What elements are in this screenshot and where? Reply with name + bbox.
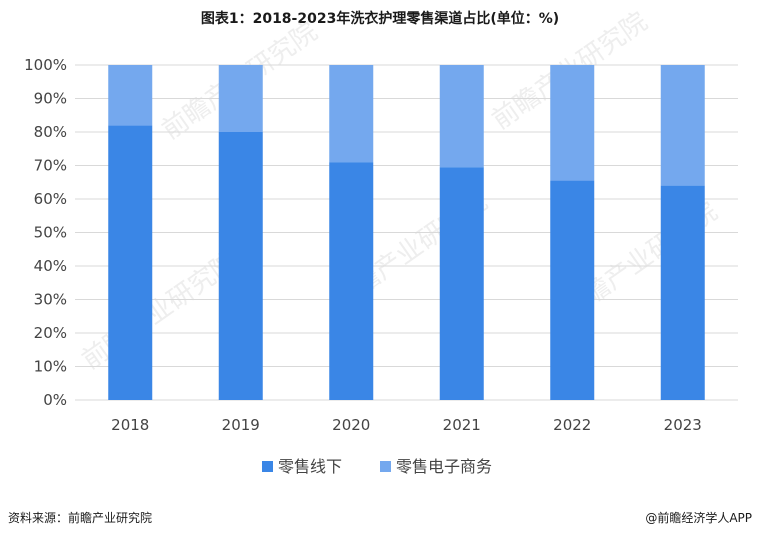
- y-tick-label: 50%: [34, 224, 67, 242]
- y-tick-label: 40%: [34, 257, 67, 275]
- y-tick-label: 0%: [43, 391, 67, 409]
- bar-ecommerce-2023: [660, 65, 705, 186]
- x-tick-label: 2023: [664, 416, 702, 434]
- bar-offline-2021: [439, 167, 484, 400]
- source-note: 资料来源：前瞻产业研究院: [8, 511, 153, 525]
- bar-offline-2023: [660, 185, 705, 400]
- bar-ecommerce-2019: [218, 65, 263, 132]
- y-tick-label: 90%: [34, 90, 67, 108]
- x-tick-label: 2021: [443, 416, 481, 434]
- legend-swatch-offline: [262, 461, 273, 472]
- legend-label-offline: 零售线下: [278, 457, 342, 476]
- chart-title: 图表1：2018-2023年洗衣护理零售渠道占比(单位：%): [200, 11, 560, 27]
- bar-ecommerce-2018: [108, 65, 153, 126]
- bar-offline-2019: [218, 132, 263, 400]
- watermark-layer: 前瞻产业研究院前瞻产业研究院前瞻产业研究院前瞻产业研究院前瞻产业研究院: [77, 7, 723, 376]
- bar-offline-2022: [550, 180, 595, 400]
- y-tick-label: 30%: [34, 291, 67, 309]
- x-tick-label: 2018: [111, 416, 149, 434]
- x-tick-label: 2019: [222, 416, 260, 434]
- axis-labels: 0% 10% 20% 30% 40% 50% 60% 70% 80% 90% 100% 2018 201…: [24, 56, 702, 434]
- legend-label-ecommerce: 零售电子商务: [396, 457, 492, 476]
- y-tick-label: 70%: [34, 157, 67, 175]
- x-tick-label: 2020: [332, 416, 370, 434]
- y-tick-label: 20%: [34, 324, 67, 342]
- bar-offline-2018: [108, 125, 153, 401]
- y-tick-label: 10%: [34, 358, 67, 376]
- x-tick-label: 2022: [553, 416, 591, 434]
- brand-credit: @前瞻经济学人APP: [645, 511, 752, 525]
- legend: 零售线下 零售电子商务: [262, 457, 492, 476]
- legend-swatch-ecommerce: [380, 461, 391, 472]
- y-tick-label: 80%: [34, 123, 67, 141]
- grid-lines: [75, 64, 738, 401]
- bar-ecommerce-2021: [439, 65, 484, 168]
- bars: [108, 65, 705, 401]
- y-tick-label: 100%: [24, 56, 67, 74]
- y-tick-label: 60%: [34, 190, 67, 208]
- bar-ecommerce-2022: [550, 65, 595, 181]
- bar-ecommerce-2020: [329, 65, 374, 163]
- bar-offline-2020: [329, 162, 374, 400]
